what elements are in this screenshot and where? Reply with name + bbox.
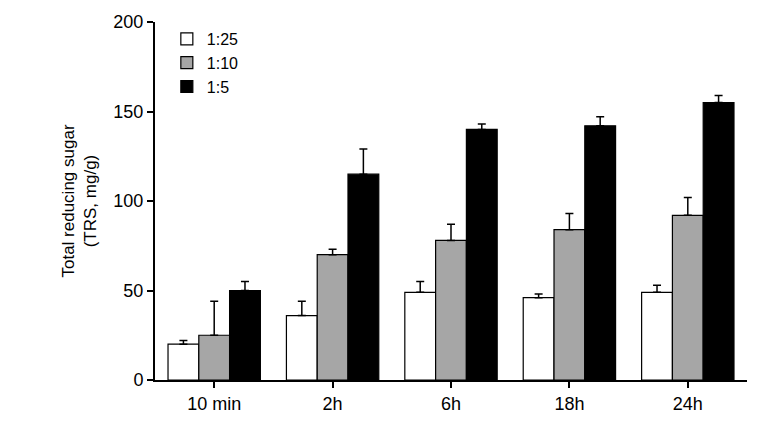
svg-text:1:10: 1:10 <box>207 55 238 72</box>
svg-text:100: 100 <box>113 191 143 211</box>
svg-text:1:5: 1:5 <box>207 79 229 96</box>
svg-text:6h: 6h <box>441 394 461 414</box>
svg-text:0: 0 <box>133 370 143 390</box>
svg-text:Total reducing sugar(TRS, mg/g: Total reducing sugar(TRS, mg/g) <box>59 124 100 277</box>
svg-text:1:25: 1:25 <box>207 31 238 48</box>
svg-text:18h: 18h <box>554 394 584 414</box>
svg-text:200: 200 <box>113 12 143 32</box>
svg-text:24h: 24h <box>673 394 703 414</box>
svg-text:150: 150 <box>113 102 143 122</box>
svg-text:2h: 2h <box>323 394 343 414</box>
svg-text:50: 50 <box>123 281 143 301</box>
svg-text:10 min: 10 min <box>187 394 241 414</box>
